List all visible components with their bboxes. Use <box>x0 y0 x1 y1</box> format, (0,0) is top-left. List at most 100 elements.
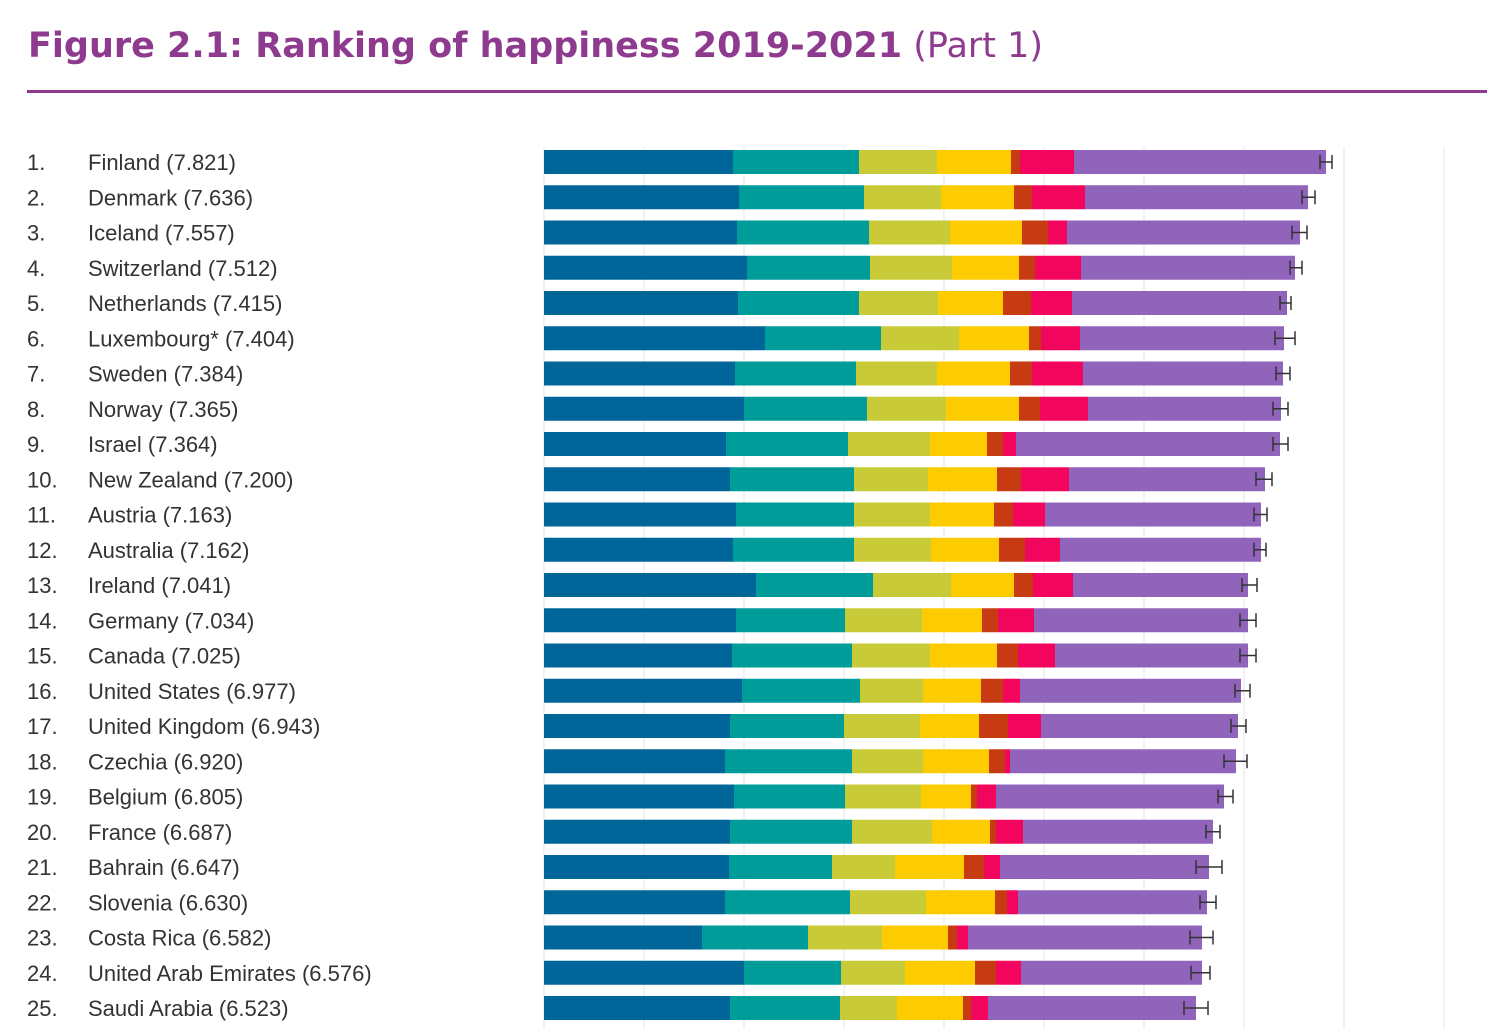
country-label: Belgium (6.805) <box>88 785 243 810</box>
rank-label: 25. <box>27 996 58 1021</box>
bar-row: 2. Denmark (7.636) <box>27 185 1316 210</box>
rank-label: 3. <box>27 221 45 246</box>
bar-row: 15. Canada (7.025) <box>27 643 1257 669</box>
bar-segment <box>544 749 725 774</box>
rank-label: 17. <box>27 714 58 739</box>
bar-segment <box>1023 819 1213 844</box>
country-label: Norway (7.365) <box>88 397 238 422</box>
bar-segment <box>1021 960 1202 985</box>
bar-segment <box>981 678 1003 703</box>
bar-segment <box>733 150 859 174</box>
country-label: Austria (7.163) <box>88 503 232 528</box>
error-bar <box>1255 472 1273 487</box>
bar-segment <box>988 996 1196 1020</box>
rank-label: 21. <box>27 855 58 880</box>
bar-segment <box>937 150 1011 174</box>
bar-segment <box>544 784 734 809</box>
bar-segment <box>732 643 852 668</box>
bar-segment <box>854 467 928 492</box>
rank-label: 5. <box>27 291 45 316</box>
country-label: Bahrain (6.647) <box>88 855 240 880</box>
bar-segment <box>957 925 968 950</box>
error-bar <box>1253 507 1268 522</box>
bar-segment <box>1034 608 1248 633</box>
bar-segment <box>1000 855 1209 879</box>
bar-segment <box>544 537 733 562</box>
bar-segment <box>948 925 957 950</box>
bar-segment <box>730 819 852 844</box>
bar-segment <box>733 537 854 562</box>
bar-segment <box>1080 326 1284 351</box>
bar-segment <box>852 643 930 668</box>
bar-segment <box>1029 326 1041 351</box>
bar-row: 16. United States (6.977) <box>27 678 1251 704</box>
country-label: Ireland (7.041) <box>88 573 231 598</box>
bar-segment <box>544 819 730 844</box>
country-label: Switzerland (7.512) <box>88 256 278 281</box>
bar-segment <box>963 996 971 1020</box>
chart-title-part: (Part 1) <box>913 26 1044 66</box>
country-label: Luxembourg* (7.404) <box>88 326 295 351</box>
error-bar <box>1289 260 1303 275</box>
country-label: Slovenia (6.630) <box>88 890 248 915</box>
bar-row: 19. Belgium (6.805) <box>27 784 1234 810</box>
error-bar <box>1274 331 1296 346</box>
bar-segment <box>971 784 977 809</box>
bar-segment <box>1025 537 1060 562</box>
bar-segment <box>832 855 895 879</box>
bar-row: 3. Iceland (7.557) <box>27 220 1308 246</box>
bar-segment <box>765 326 881 351</box>
bar-segment <box>1010 361 1032 386</box>
bar-segment <box>905 960 975 985</box>
bar-segment <box>544 890 725 915</box>
bar-segment <box>860 678 923 703</box>
rank-label: 4. <box>27 256 45 281</box>
country-label: Iceland (7.557) <box>88 221 235 246</box>
error-bar <box>1199 895 1217 910</box>
bar-segment <box>544 996 730 1020</box>
bar-segment <box>544 220 737 245</box>
bar-row: 9. Israel (7.364) <box>27 432 1289 457</box>
error-bar <box>1275 366 1291 381</box>
bar-segment <box>930 432 987 456</box>
bar-segment <box>844 714 920 738</box>
bar-segment <box>747 255 870 280</box>
bar-segment <box>544 960 744 985</box>
bar-segment <box>848 432 930 456</box>
bar-segment <box>756 573 873 597</box>
bar-segment <box>544 396 744 421</box>
bar-segment <box>859 291 938 315</box>
error-bar <box>1234 683 1251 698</box>
bar-segment <box>544 502 736 527</box>
bar-segment <box>1060 537 1261 562</box>
error-bar <box>1291 225 1308 240</box>
bar-segment <box>544 150 733 174</box>
bar-segment <box>1069 467 1265 492</box>
bar-segment <box>1014 185 1032 210</box>
bar-segment <box>1085 185 1308 210</box>
bar-segment <box>982 608 998 633</box>
bar-segment <box>1019 255 1035 280</box>
bar-row: 8. Norway (7.365) <box>27 396 1289 422</box>
bar-segment <box>946 396 1019 421</box>
bar-segment <box>975 960 996 985</box>
country-label: Netherlands (7.415) <box>88 291 282 316</box>
country-label: Denmark (7.636) <box>88 185 253 210</box>
bar-segment <box>734 784 845 809</box>
bar-segment <box>938 291 1003 315</box>
error-bar <box>1195 860 1223 874</box>
country-label: Costa Rica (6.582) <box>88 926 271 951</box>
bar-segment <box>1022 220 1048 245</box>
country-label: United Kingdom (6.943) <box>88 714 320 739</box>
bar-segment <box>1003 678 1020 703</box>
country-label: Australia (7.162) <box>88 538 249 563</box>
bar-segment <box>1088 396 1281 421</box>
bar-segment <box>1045 502 1261 527</box>
bar-segment <box>744 960 841 985</box>
bar-segment <box>931 537 999 562</box>
bar-segment <box>941 185 1014 210</box>
country-label: United States (6.977) <box>88 679 296 704</box>
bar-row: 24. United Arab Emirates (6.576) <box>27 960 1211 986</box>
bar-segment <box>923 678 981 703</box>
bar-segment <box>544 714 730 738</box>
